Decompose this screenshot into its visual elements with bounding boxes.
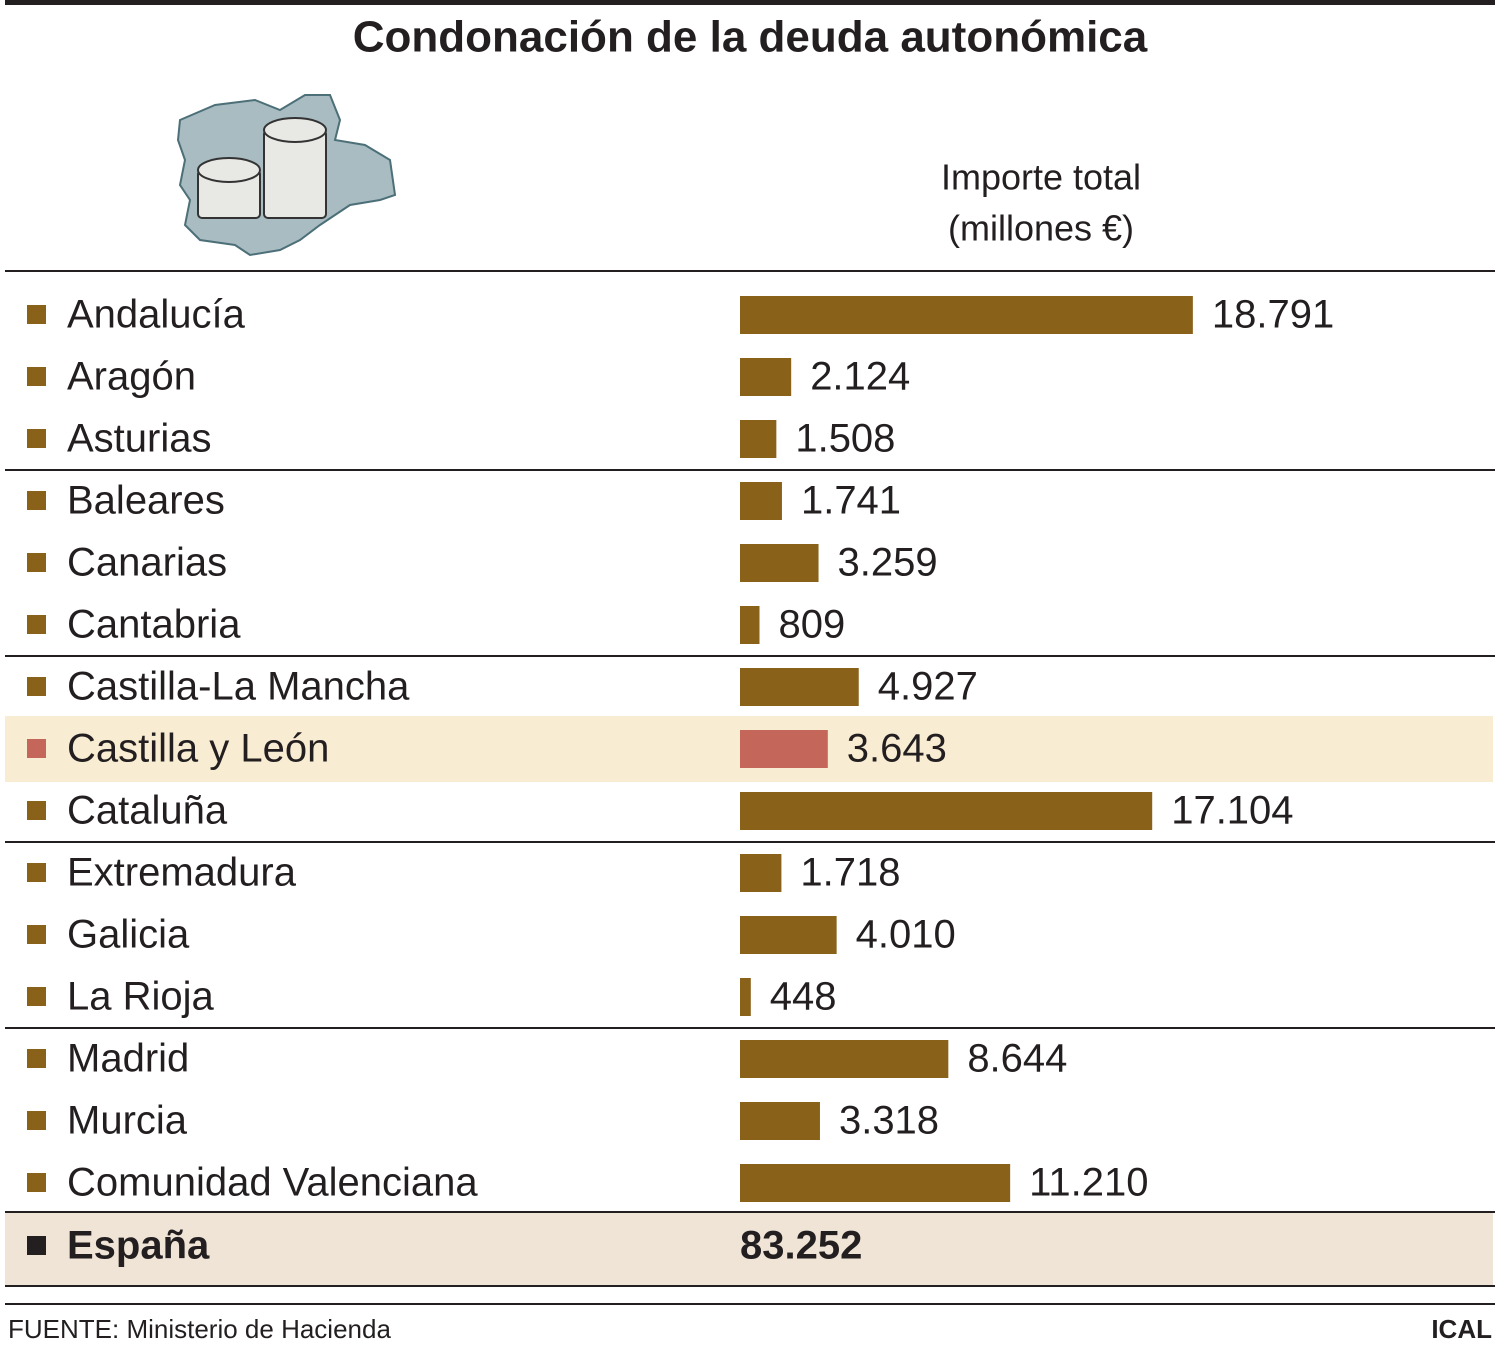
legend-square <box>27 925 46 944</box>
bar <box>740 482 782 520</box>
bar <box>740 1102 820 1140</box>
value-label: 1.741 <box>801 479 901 523</box>
value-label: 8.644 <box>967 1037 1067 1081</box>
bar <box>740 420 777 458</box>
value-label: 2.124 <box>810 355 910 399</box>
total-row <box>5 1212 1493 1285</box>
top-rule <box>5 0 1495 5</box>
total-value: 83.252 <box>740 1224 862 1268</box>
legend-square <box>27 1173 46 1192</box>
legend-square <box>27 801 46 820</box>
value-label: 3.318 <box>839 1099 939 1143</box>
bar <box>740 792 1153 830</box>
category-label: Andalucía <box>67 293 246 337</box>
category-label: La Rioja <box>67 975 215 1019</box>
bar <box>740 916 837 954</box>
legend-square <box>27 1049 46 1068</box>
legend-square <box>27 367 46 386</box>
legend-square <box>27 305 46 324</box>
value-label: 4.927 <box>878 665 978 709</box>
credit: ICAL <box>1431 1314 1492 1344</box>
bar <box>740 296 1193 334</box>
legend-square <box>27 677 46 696</box>
category-label: Canarias <box>67 541 227 585</box>
value-label: 18.791 <box>1212 293 1334 337</box>
bar <box>740 1040 949 1078</box>
value-label: 1.508 <box>795 417 895 461</box>
category-label: Murcia <box>67 1099 188 1143</box>
axis-title: Importe total <box>941 157 1141 198</box>
legend-square <box>27 987 46 1006</box>
category-label: Castilla y León <box>67 727 329 771</box>
category-label: Madrid <box>67 1037 189 1081</box>
legend-square <box>27 553 46 572</box>
legend-square <box>27 615 46 634</box>
bar <box>740 358 792 396</box>
category-label: Aragón <box>67 355 196 399</box>
value-label: 1.718 <box>800 851 900 895</box>
category-label: Castilla-La Mancha <box>67 665 410 709</box>
value-label: 11.210 <box>1029 1161 1148 1205</box>
bar <box>740 668 859 706</box>
total-label: España <box>67 1224 210 1268</box>
bar <box>740 544 819 582</box>
bar <box>740 1164 1011 1202</box>
bar <box>740 606 760 644</box>
category-label: Cataluña <box>67 789 228 833</box>
legend-square <box>27 491 46 510</box>
category-label: Baleares <box>67 479 225 523</box>
chart-title: Condonación de la deuda autonómica <box>353 13 1148 62</box>
value-label: 3.643 <box>847 727 947 771</box>
axis-title: (millones €) <box>948 208 1134 249</box>
category-label: Extremadura <box>67 851 297 895</box>
legend-square <box>27 739 46 758</box>
value-label: 448 <box>770 975 837 1019</box>
value-label: 17.104 <box>1171 789 1293 833</box>
category-label: Cantabria <box>67 603 241 647</box>
source: FUENTE: Ministerio de Hacienda <box>8 1314 391 1344</box>
category-label: Comunidad Valenciana <box>67 1161 478 1205</box>
legend-square <box>27 863 46 882</box>
legend-square <box>27 429 46 448</box>
legend-square <box>27 1236 46 1255</box>
bar <box>740 978 751 1016</box>
value-label: 809 <box>778 603 845 647</box>
illustration <box>176 94 397 257</box>
value-label: 4.010 <box>856 913 956 957</box>
legend-square <box>27 1111 46 1130</box>
category-label: Galicia <box>67 913 190 957</box>
value-label: 3.259 <box>838 541 938 585</box>
category-label: Asturias <box>67 417 212 461</box>
bar <box>740 730 828 768</box>
bar <box>740 854 782 892</box>
